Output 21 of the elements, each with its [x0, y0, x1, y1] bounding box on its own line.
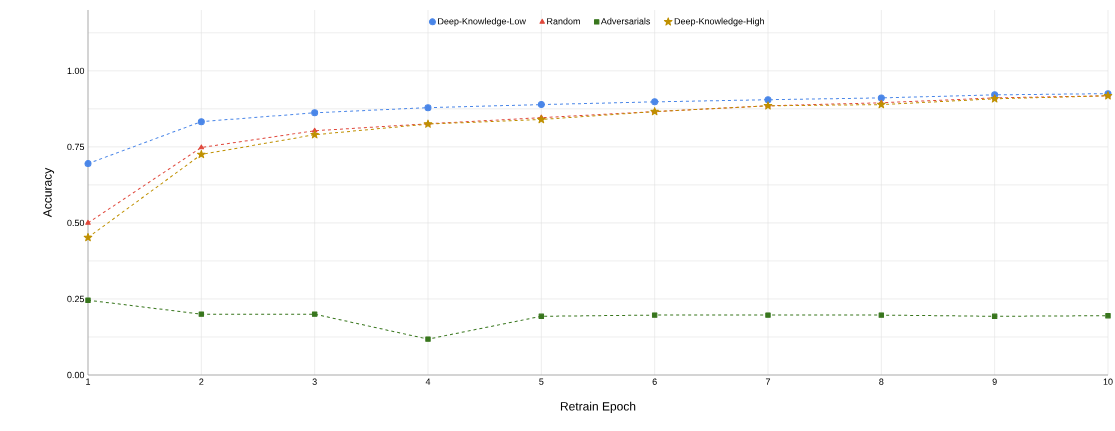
legend-label: Deep-Knowledge-Low — [438, 17, 526, 27]
y-tick-label: 0.75 — [67, 143, 85, 151]
x-tick-label: 9 — [992, 378, 997, 385]
y-axis-title: Accuracy — [43, 167, 55, 218]
legend-label: Deep-Knowledge-High — [674, 17, 764, 27]
x-tick-label: 1 — [86, 378, 91, 385]
x-axis-title: Retrain Epoch — [560, 401, 636, 413]
x-tick-label: 7 — [765, 378, 771, 385]
y-tick-label: 0.00 — [67, 371, 85, 379]
legend-label: Random — [547, 17, 580, 25]
y-tick-label: 0.50 — [67, 219, 85, 227]
x-tick-label: 10 — [1103, 378, 1113, 385]
x-tick-label: 6 — [652, 378, 657, 385]
y-tick-label: 0.25 — [67, 295, 85, 303]
x-tick-label: 3 — [312, 378, 317, 385]
x-tick-label: 2 — [199, 378, 204, 385]
y-tick-label: 1.00 — [67, 67, 85, 75]
legend-label: Adversarials — [600, 17, 651, 25]
x-tick-label: 4 — [425, 378, 431, 385]
x-tick-label: 8 — [879, 378, 884, 385]
x-tick-label: 5 — [539, 378, 544, 385]
